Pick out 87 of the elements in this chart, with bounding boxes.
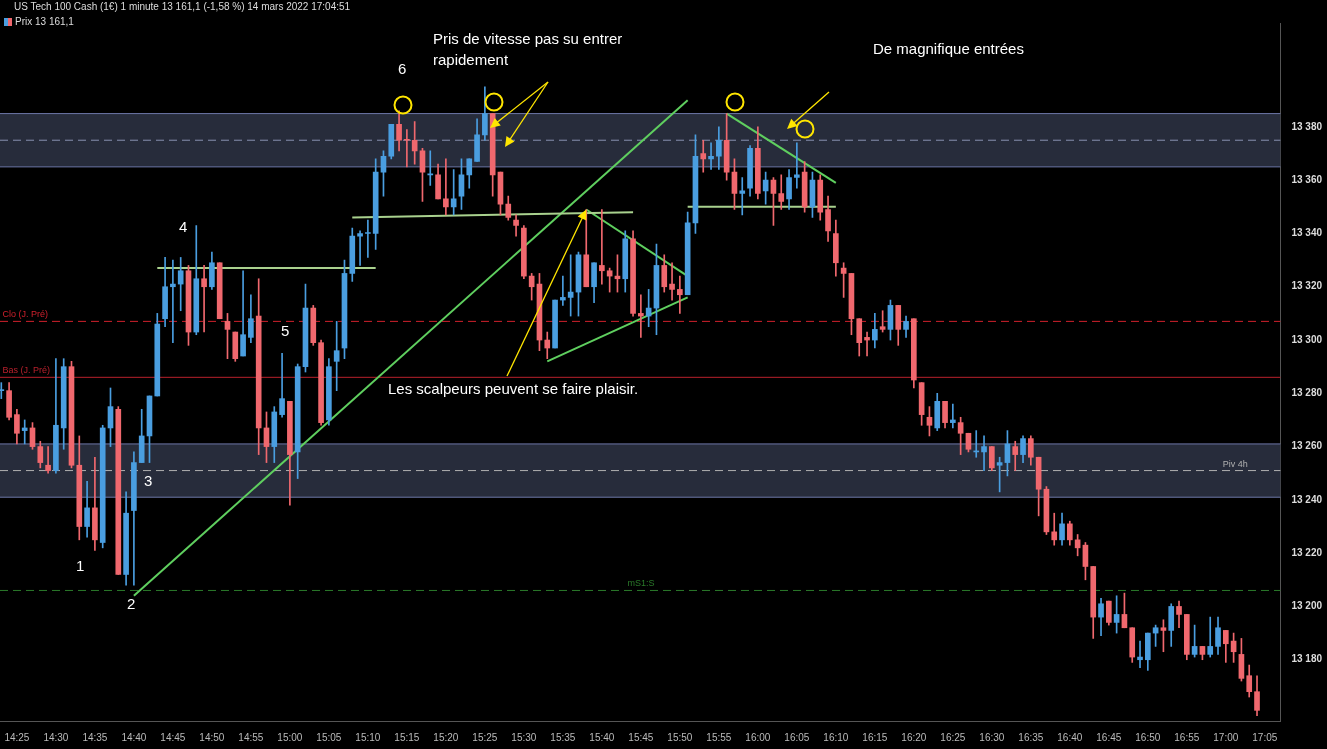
ref-line-label: Piv 4h — [1222, 458, 1248, 469]
x-tick-label: 14:30 — [43, 731, 69, 743]
x-tick-label: 15:50 — [667, 731, 693, 743]
annotation: Pris de vitesse pas su entrer rapidement — [433, 29, 624, 70]
y-tick-label: 13 320 — [1291, 280, 1323, 292]
candlestick — [864, 331, 870, 357]
x-tick-label: 17:05 — [1252, 731, 1278, 743]
x-tick-label: 14:35 — [82, 731, 108, 743]
candlestick — [1137, 640, 1143, 669]
y-tick-label: 13 380 — [1291, 120, 1323, 132]
candlestick — [599, 209, 605, 285]
x-tick-label: 15:40 — [589, 731, 615, 743]
x-tick-label: 16:00 — [745, 731, 771, 743]
annotation: 4 — [179, 217, 189, 237]
x-tick-label: 16:20 — [901, 731, 927, 743]
x-tick-label: 15:05 — [316, 731, 342, 743]
annotation: De magnifique entrées — [873, 39, 1025, 59]
x-tick-label: 15:55 — [706, 731, 732, 743]
candlestick — [1207, 616, 1214, 658]
x-tick-label: 16:50 — [1135, 731, 1161, 743]
candlestick — [333, 321, 340, 391]
candlestick — [21, 419, 28, 445]
candlestick — [240, 270, 246, 357]
x-tick-label: 15:45 — [628, 731, 654, 743]
x-tick-label: 15:00 — [277, 731, 303, 743]
y-tick-label: 13 260 — [1291, 440, 1323, 452]
candlestick — [638, 294, 644, 338]
x-tick-label: 15:35 — [550, 731, 576, 743]
annotation: 1 — [76, 556, 86, 576]
candlestick — [357, 230, 363, 266]
candlestick — [981, 435, 987, 471]
x-tick-label: 16:55 — [1174, 731, 1200, 743]
x-tick-label: 16:05 — [784, 731, 810, 743]
y-tick-label: 13 240 — [1291, 493, 1323, 505]
x-tick-label: 14:50 — [199, 731, 225, 743]
x-tick-label: 15:10 — [355, 731, 381, 743]
candlestick — [170, 259, 176, 344]
annotation: 5 — [281, 321, 291, 341]
x-tick-label: 14:45 — [160, 731, 186, 743]
candlestick — [365, 219, 371, 258]
x-tick-label: 16:35 — [1018, 731, 1044, 743]
y-tick-label: 13 220 — [1291, 546, 1323, 558]
x-tick-label: 16:30 — [979, 731, 1005, 743]
y-tick-label: 13 360 — [1291, 173, 1323, 185]
candlestick — [950, 403, 956, 429]
candlestick — [45, 446, 51, 474]
candlestick — [450, 169, 457, 216]
candlestick — [443, 158, 449, 216]
annotation: Les scalpeurs peuvent se faire plaisir. — [388, 379, 640, 399]
x-tick-label: 17:00 — [1213, 731, 1239, 743]
y-tick-label: 13 280 — [1291, 387, 1323, 399]
ref-line-label: Clo (J. Pré) — [2, 309, 49, 320]
x-tick-label: 15:20 — [433, 731, 459, 743]
y-tick-label: 13 180 — [1291, 653, 1323, 665]
y-tick-label: 13 340 — [1291, 227, 1323, 239]
x-tick-label: 16:25 — [940, 731, 966, 743]
x-tick-label: 16:10 — [823, 731, 849, 743]
x-tick-label: 14:40 — [121, 731, 147, 743]
x-tick-label: 16:40 — [1057, 731, 1083, 743]
x-tick-label: 14:55 — [238, 731, 264, 743]
x-tick-label: 16:45 — [1096, 731, 1122, 743]
candlestick — [560, 275, 566, 306]
chart-title: US Tech 100 Cash (1€) 1 minute 13 161,1 (-1,58 %) 14 mars 2022 17:04:51 — [14, 1, 351, 12]
candlestick — [0, 382, 5, 399]
candlestick — [739, 177, 746, 216]
annotation: 2 — [127, 594, 137, 614]
candlestick — [201, 265, 207, 333]
candlestick — [700, 139, 707, 173]
x-tick-label: 15:25 — [472, 731, 498, 743]
x-tick-label: 15:15 — [394, 731, 420, 743]
candlestick — [794, 142, 800, 189]
candlestick — [411, 121, 418, 165]
y-tick-label: 13 200 — [1291, 600, 1323, 612]
x-tick-label: 16:15 — [862, 731, 888, 743]
x-tick-label: 14:25 — [4, 731, 30, 743]
candlestick — [677, 275, 683, 314]
ref-line-label: Bas (J. Pré) — [2, 365, 51, 376]
candlestick — [279, 353, 285, 418]
annotation: 3 — [144, 471, 154, 491]
ref-line-label: mS1:S — [627, 578, 655, 589]
annotation: 6 — [398, 59, 408, 79]
x-tick-label: 15:30 — [511, 731, 537, 743]
candlestick — [708, 142, 714, 170]
candlestick — [669, 262, 675, 301]
candlestick — [404, 129, 410, 168]
legend-label: Prix 13 161,1 — [15, 16, 74, 27]
y-tick-label: 13 300 — [1291, 333, 1323, 345]
